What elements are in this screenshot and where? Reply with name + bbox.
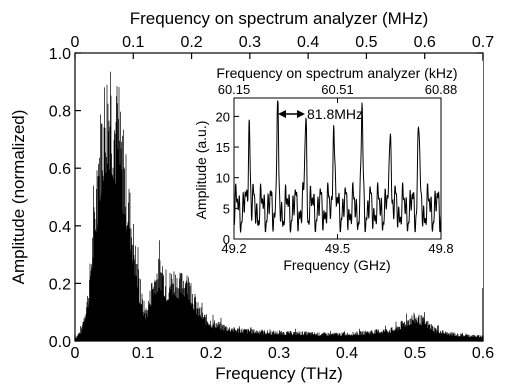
main-y-tick-label: 0.8	[49, 104, 71, 121]
main-x-tick-label: 0	[71, 345, 80, 362]
main-x-axis-label: Frequency (THz)	[215, 364, 343, 383]
main-y-tick-label: 1.0	[49, 46, 71, 63]
inset-x-tick-label: 49.5	[325, 241, 350, 256]
main-top-axis-label: Frequency on spectrum analyzer (MHz)	[130, 9, 429, 28]
main-y-tick-label: 0.0	[49, 334, 71, 351]
main-y-tick-label: 0.4	[49, 219, 71, 236]
inset-spectrum-line	[233, 100, 442, 234]
main-y-tick-label: 0.2	[49, 276, 71, 293]
inset-x-tick-label: 49.2	[221, 241, 246, 256]
inset-top-tick-label: 60.51	[321, 82, 354, 97]
spacing-arrow	[278, 110, 305, 118]
main-top-tick-label: 0.3	[239, 34, 261, 51]
main-x-tick-label: 0.6	[472, 345, 494, 362]
inset-top-axis-label: Frequency on spectrum analyzer (kHz)	[216, 65, 457, 81]
inset-y-tick-label: 15	[216, 140, 230, 155]
spacing-annotation: 81.8MHz	[307, 106, 363, 122]
inset-top-tick-label: 60.15	[218, 82, 251, 97]
main-top-tick-label: 0.4	[297, 34, 319, 51]
inset-y-tick-label: 0	[223, 232, 230, 247]
main-x-tick-label: 0.4	[336, 345, 358, 362]
main-x-tick-label: 0.3	[268, 345, 290, 362]
inset-ticks: 49.2 49.5 49.8 60.15 60.51 60.88 0 5 10 15 20	[216, 82, 458, 256]
inset-y-tick-label: 20	[216, 109, 230, 124]
main-top-tick-label: 0.5	[355, 34, 377, 51]
main-top-tick-label: 0.2	[180, 34, 202, 51]
main-x-tick-label: 0.1	[132, 345, 154, 362]
main-top-tick-label: 0.7	[472, 34, 494, 51]
inset-top-tick-label: 60.88	[425, 82, 458, 97]
inset-y-tick-label: 10	[216, 171, 230, 186]
main-y-tick-label: 0.6	[49, 161, 71, 178]
inset-y-tick-label: 5	[223, 201, 230, 216]
main-x-tick-label: 0.5	[404, 345, 426, 362]
inset-x-tick-label: 49.8	[428, 241, 453, 256]
main-x-tick-label: 0.2	[200, 345, 222, 362]
main-top-tick-label: 0.6	[414, 34, 436, 51]
main-y-axis-label: Amplitude (normalized)	[9, 110, 28, 285]
inset-y-axis-label: Amplitude (a.u.)	[193, 121, 209, 220]
inset-x-axis-label: Frequency (GHz)	[283, 257, 390, 273]
main-ticks: 0 0.1 0.2 0.3 0.4 0.5 0.6 0 0.1 0.2 0.3 0.4 0.5 0.6 0.…	[49, 34, 494, 362]
main-top-tick-label: 0	[71, 34, 80, 51]
main-top-tick-label: 0.1	[122, 34, 144, 51]
